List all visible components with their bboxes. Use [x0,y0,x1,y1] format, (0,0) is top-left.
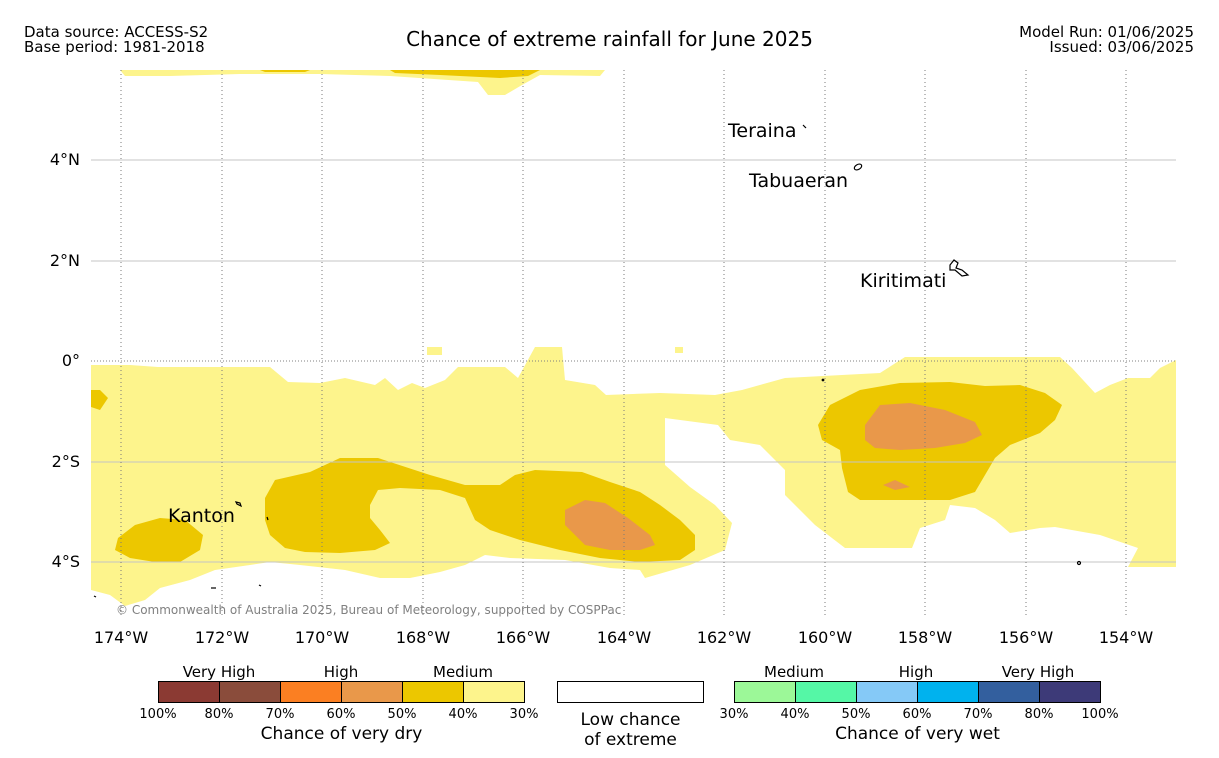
wet-category-medium: Medium [764,663,824,681]
dry-colorbar [158,681,525,703]
place-label-teraina: Teraina [728,120,797,142]
jarvis-island [821,378,825,382]
wet-swatch-60-70 [917,682,978,702]
wet-category-high: High [898,663,934,681]
dry-category-high: High [323,663,359,681]
wet-tick: 80% [1024,707,1054,722]
latitude-gridlines [91,159,1176,563]
place-label-kanton: Kanton [168,505,235,527]
issued-label: Issued: 03/06/2025 [1049,38,1194,56]
lon-label-172w: 172°W [194,628,250,647]
lon-label-168w: 168°W [395,628,451,647]
kanton-island [234,501,243,508]
lat-label-4s: 4°S [51,552,80,571]
dry-tick: 100% [139,707,177,722]
lon-label-164w: 164°W [596,628,652,647]
place-label-tabuaeran: Tabuaeran [749,170,849,192]
wet-colorbar [734,681,1101,703]
wet-swatch-70-80 [978,682,1039,702]
kiritimati-island [949,259,970,277]
lon-label-156w: 156°W [998,628,1054,647]
dry-tick: 50% [387,707,417,722]
dry-tick: 60% [326,707,356,722]
neutral-label-line2: of extreme [584,730,677,750]
neutral-label-line1: Low chance [580,710,681,730]
dry-legend-title: Chance of very dry [260,724,423,744]
wet-tick: 30% [719,707,749,722]
dry-category-very-high: Very High [182,663,256,681]
lon-label-154w: 154°W [1098,628,1154,647]
teraina-island [802,124,807,129]
dry-swatch-100-80 [159,682,219,702]
dry-swatch-70-60 [280,682,341,702]
tabuaeran-island [853,163,863,171]
longitude-gridlines [120,70,1127,618]
dry-swatch-50-40 [402,682,463,702]
dry-swatch-80-70 [219,682,280,702]
wet-tick: 40% [780,707,810,722]
place-label-kiritimati: Kiritimati [860,270,947,292]
model-run-label: Model Run: 01/06/2025 [1019,23,1194,41]
wet-tick: 50% [841,707,871,722]
lon-label-158w: 158°W [897,628,953,647]
wet-tick: 100% [1081,707,1119,722]
winslow-reef [93,595,97,598]
lon-label-162w: 162°W [696,628,752,647]
page-title: Chance of extreme rainfall for June 2025 [406,27,813,51]
enderbury-island [266,516,269,521]
lat-label-4n: 4°N [49,150,80,169]
wet-swatch-50-60 [856,682,917,702]
wet-category-very-high: Very High [1001,663,1075,681]
neutral-swatch [557,681,704,703]
lon-label-174w: 174°W [93,628,149,647]
lat-label-0: 0° [61,351,80,370]
birnie-island [258,584,262,587]
data-source-label: Data source: ACCESS-S2 [24,23,209,41]
wet-swatch-80-100 [1039,682,1100,702]
dry-tick: 40% [448,707,478,722]
dry-tick: 70% [265,707,295,722]
lat-label-2n: 2°N [49,251,80,270]
dry-category-medium: Medium [433,663,493,681]
dry-swatch-60-50 [341,682,402,702]
lon-label-166w: 166°W [495,628,551,647]
dry-swatch-40-30 [463,682,524,702]
rainfall-map [91,70,1176,618]
wet-tick: 60% [902,707,932,722]
malden-island [1076,560,1082,566]
copyright-credit: © Commonwealth of Australia 2025, Bureau… [116,603,622,617]
lat-label-2s: 2°S [51,452,80,471]
wet-swatch-30-40 [735,682,795,702]
wet-swatch-40-50 [795,682,856,702]
lon-label-170w: 170°W [294,628,350,647]
island-outlines [93,124,1082,598]
dry-tick: 30% [509,707,539,722]
dry-tick: 80% [204,707,234,722]
lon-label-160w: 160°W [797,628,853,647]
wet-legend-title: Chance of very wet [835,724,1000,744]
base-period-label: Base period: 1981-2018 [24,38,205,56]
wet-tick: 70% [963,707,993,722]
dry-high-low-regions [565,403,982,550]
